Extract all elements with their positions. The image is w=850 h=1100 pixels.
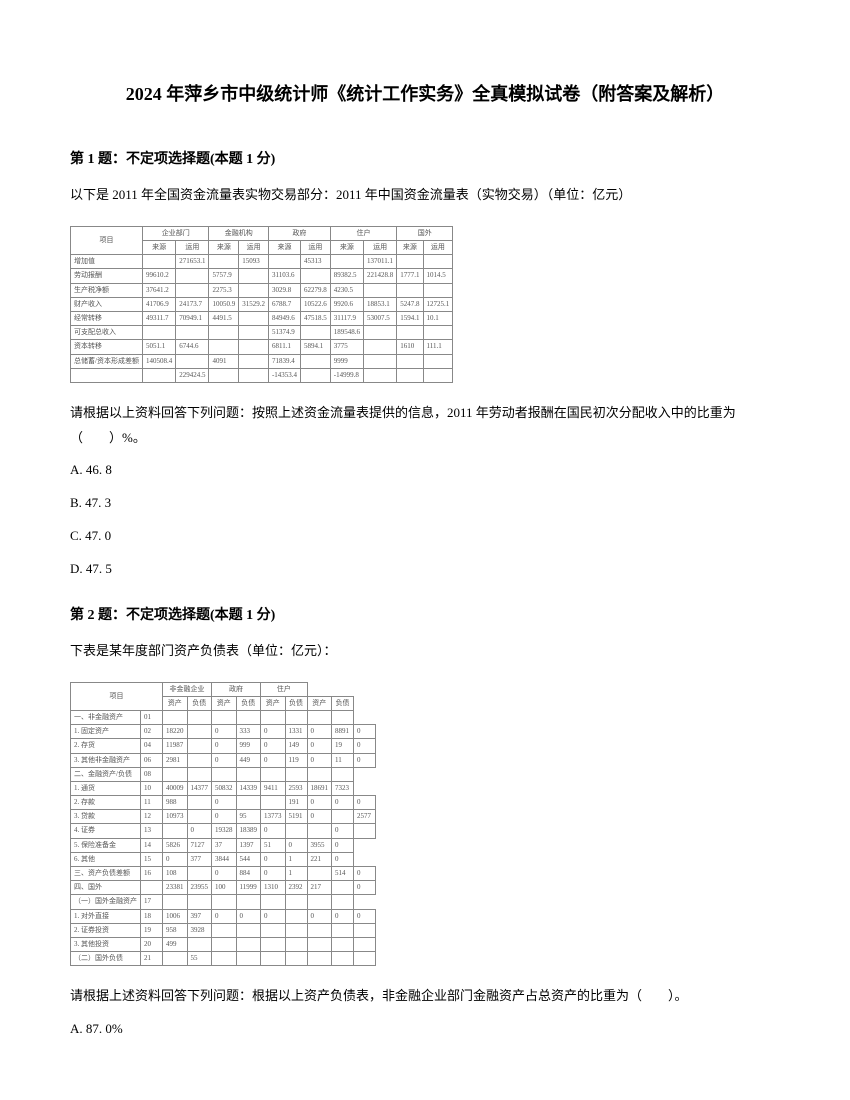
q1-intro: 以下是 2011 年全国资金流量表实物交易部分：2011 年中国资金流量表（实物… <box>70 183 780 208</box>
q2-header: 第 2 题：不定项选择题(本题 1 分) <box>70 605 780 627</box>
q2-intro: 下表是某年度部门资产负债表（单位：亿元）： <box>70 639 780 664</box>
q1-table: 项目企业部门金融机构政府住户国外来源运用来源运用来源运用来源运用来源运用增加值2… <box>70 226 780 383</box>
q2-option-a: A. 87. 0% <box>70 1019 780 1040</box>
q1-option-b: B. 47. 3 <box>70 493 780 514</box>
q1-subquestion: 请根据以上资料回答下列问题：按照上述资金流量表提供的信息，2011 年劳动者报酬… <box>70 401 780 450</box>
q1-option-a: A. 46. 8 <box>70 460 780 481</box>
q2-subquestion: 请根据上述资料回答下列问题：根据以上资产负债表，非金融企业部门金融资产占总资产的… <box>70 984 780 1009</box>
q1-options: A. 46. 8 B. 47. 3 C. 47. 0 D. 47. 5 <box>70 460 780 579</box>
q1-option-d: D. 47. 5 <box>70 559 780 580</box>
q1-option-c: C. 47. 0 <box>70 526 780 547</box>
document-title: 2024 年萍乡市中级统计师《统计工作实务》全真模拟试卷（附答案及解析） <box>70 80 780 109</box>
q2-table: 项目非金融企业政府住户资产负债资产负债资产负债资产负债一、非金融资产011. 固… <box>70 682 780 967</box>
q1-header: 第 1 题：不定项选择题(本题 1 分) <box>70 149 780 171</box>
q2-options: A. 87. 0% <box>70 1019 780 1040</box>
